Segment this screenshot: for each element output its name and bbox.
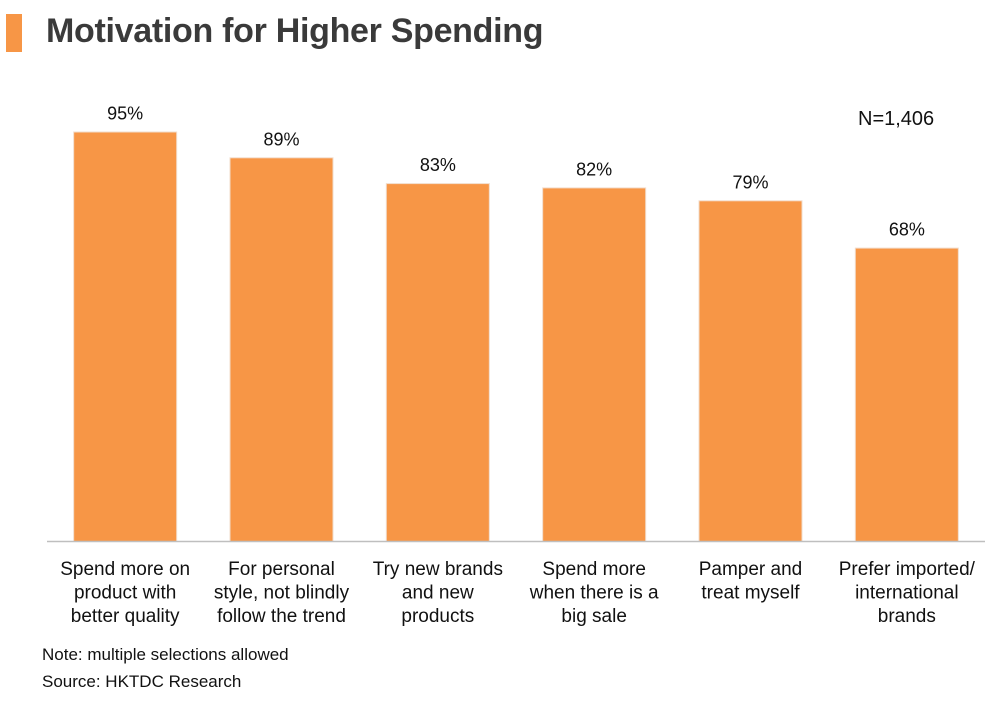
data-label: 68% xyxy=(889,220,925,240)
title-accent-bar xyxy=(6,14,22,52)
category-label: Try new brands and new products xyxy=(373,559,503,627)
data-label: 79% xyxy=(732,172,768,192)
category-label: Pamper and treat myself xyxy=(699,559,803,604)
bar xyxy=(230,158,333,542)
note-text: Note: multiple selections allowed xyxy=(42,645,289,664)
data-label: 95% xyxy=(107,104,143,124)
category-label: Spend more on product with better quality xyxy=(60,559,190,627)
sample-size-label: N=1,406 xyxy=(858,108,935,130)
bar xyxy=(74,132,177,541)
data-label: 83% xyxy=(420,155,456,175)
data-label: 82% xyxy=(576,159,612,179)
bar xyxy=(386,184,489,541)
bar xyxy=(699,201,802,542)
source-text: Source: HKTDC Research xyxy=(42,672,242,691)
chart-title: Motivation for Higher Spending xyxy=(46,12,544,50)
category-label: Prefer imported/international brands xyxy=(839,559,976,627)
bar xyxy=(855,248,958,541)
bar xyxy=(543,188,646,541)
category-label: For personal style, not blindly follow the… xyxy=(214,559,350,627)
category-label: Spend more when there is a big sale xyxy=(529,559,659,627)
data-label: 89% xyxy=(263,129,299,149)
